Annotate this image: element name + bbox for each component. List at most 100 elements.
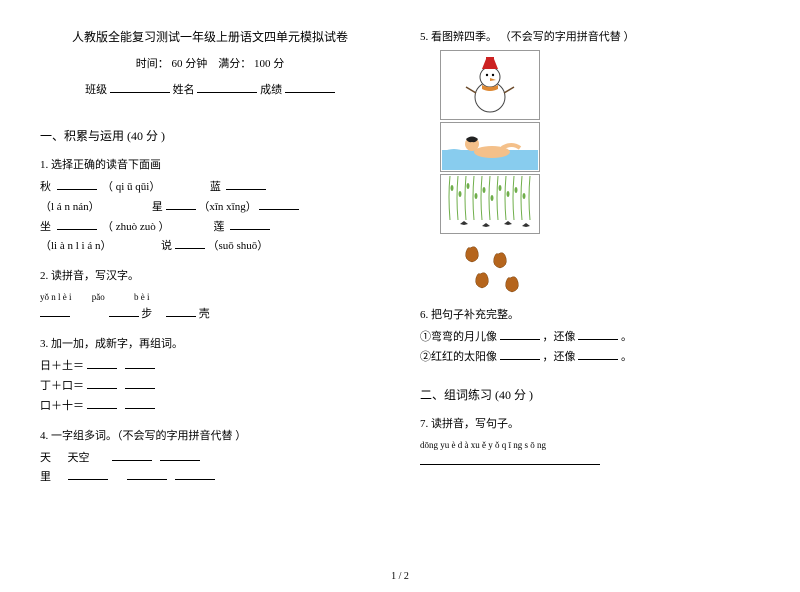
blank[interactable] (125, 377, 155, 389)
grade-blank[interactable] (285, 81, 335, 93)
time-label: 时间： (136, 58, 169, 70)
q2-text: 读拼音，写汉字。 (51, 270, 139, 282)
q5: 5. 看图辨四季。 （不会写的字用拼音代替 ） (420, 28, 760, 44)
blank[interactable] (87, 357, 117, 369)
q4-num: 4. (40, 430, 48, 442)
q4: 4. 一字组多词。（不会写的字用拼音代替 ） (40, 427, 380, 443)
blank[interactable] (109, 305, 139, 317)
q1-r4b: 说 (161, 240, 172, 252)
q2-w1: 步 (141, 308, 152, 320)
q1-r1c: 蓝 (210, 181, 221, 193)
q3-num: 3. (40, 338, 48, 350)
q3: 3. 加一加，成新字，再组词。 (40, 335, 380, 351)
q6: 6. 把句子补充完整。 (420, 306, 760, 322)
season-images (440, 50, 760, 296)
blank[interactable] (166, 198, 196, 210)
q5-text: 看图辨四季。 （不会写的字用拼音代替 ） (431, 31, 635, 43)
page-number: 1 / 2 (0, 571, 800, 582)
q1-row4: （li à n l i á n） 说 （suō shuō） (40, 237, 380, 257)
q6-s1: ①弯弯的月儿像 ，还像 。 (420, 328, 760, 348)
image-summer (440, 122, 540, 172)
q2-p1: yǒ n l è i (40, 292, 72, 302)
name-label: 姓名 (173, 84, 195, 96)
q1: 1. 选择正确的读音下面画 (40, 156, 380, 172)
time-unit: 分钟 (185, 58, 207, 70)
q4-r2: 里 (40, 468, 380, 488)
image-spring (440, 174, 540, 234)
q6-text: 把句子补充完整。 (431, 309, 519, 321)
blank[interactable] (87, 377, 117, 389)
blank[interactable] (68, 468, 108, 480)
blank[interactable] (125, 357, 155, 369)
q4-text: 一字组多词。（不会写的字用拼音代替 ） (51, 430, 246, 442)
leaves-icon (450, 238, 530, 294)
exam-subtitle: 时间： 60 分钟 满分： 100 分 (40, 55, 380, 71)
q2-num: 2. (40, 270, 48, 282)
q7-num: 7. (420, 418, 428, 430)
section-1-heading: 一、积累与运用 (40 分 ) (40, 127, 380, 144)
q1-row1: 秋 （ qi ū qūi） 蓝 (40, 178, 380, 198)
q3-text: 加一加，成新字，再组词。 (51, 338, 183, 350)
blank[interactable] (175, 468, 215, 480)
name-blank[interactable] (197, 81, 257, 93)
blank[interactable] (160, 449, 200, 461)
full-score: 100 (254, 58, 271, 70)
blank[interactable] (40, 305, 70, 317)
blank[interactable] (166, 305, 196, 317)
blank[interactable] (57, 218, 97, 230)
q2-pinyin: yǒ n l è i pǎo b è i (40, 289, 380, 305)
blank[interactable] (578, 328, 618, 340)
q6-s2b: ，还像 (543, 351, 576, 363)
blank[interactable] (230, 218, 270, 230)
willow-icon (442, 176, 538, 232)
grade-label: 成绩 (260, 84, 282, 96)
section-2-heading: 二、组词练习 (40 分 ) (420, 386, 760, 403)
q1-text: 选择正确的读音下面画 (51, 159, 161, 171)
q6-s2c: 。 (621, 351, 632, 363)
blank[interactable] (420, 453, 600, 465)
section-1-points: (40 分 ) (127, 129, 165, 143)
blank[interactable] (57, 178, 97, 190)
class-label: 班级 (85, 84, 107, 96)
blank[interactable] (87, 397, 117, 409)
q1-r3b: （ zhuò zuò ） (102, 221, 170, 233)
blank[interactable] (112, 449, 152, 461)
blank[interactable] (125, 397, 155, 409)
class-blank[interactable] (110, 81, 170, 93)
exam-title: 人教版全能复习测试一年级上册语文四单元模拟试卷 (40, 28, 380, 45)
q6-s1c: 。 (621, 331, 632, 343)
q6-num: 6. (420, 309, 428, 321)
q1-r1a: 秋 (40, 181, 51, 193)
q6-s1a: ①弯弯的月儿像 (420, 331, 497, 343)
q1-r3c: 莲 (214, 221, 225, 233)
blank[interactable] (578, 348, 618, 360)
full-unit: 分 (273, 58, 284, 70)
q3-r3: 口＋十＝ (40, 397, 380, 417)
q2-p2: pǎo (92, 292, 105, 302)
full-label: 满分： (218, 58, 251, 70)
q1-r4a: （li à n l i á n） (40, 240, 112, 252)
fill-line: 班级 姓名 成绩 (40, 81, 380, 97)
q2-p3: b è i (134, 292, 150, 302)
section-2-points: (40 分 ) (495, 388, 533, 402)
blank[interactable] (127, 468, 167, 480)
q7-text: 读拼音，写句子。 (431, 418, 519, 430)
q1-row2: （l á n nán） 星 （xīn xīng） (40, 198, 380, 218)
q1-row3: 坐 （ zhuò zuò ） 莲 (40, 218, 380, 238)
q3-r1-label: 日＋土＝ (40, 360, 84, 372)
image-winter (440, 50, 540, 120)
snowman-icon (460, 53, 520, 117)
image-autumn (440, 236, 540, 296)
blank[interactable] (175, 237, 205, 249)
q6-s2: ②红红的太阳像 ，还像 。 (420, 348, 760, 368)
q1-r1b: （ qi ū qūi） (102, 181, 160, 193)
blank[interactable] (226, 178, 266, 190)
q1-r4c: （suō shuō） (208, 240, 269, 252)
blank[interactable] (259, 198, 299, 210)
q6-s2a: ②红红的太阳像 (420, 351, 497, 363)
blank[interactable] (500, 328, 540, 340)
q1-r2a: （l á n nán） (40, 201, 100, 213)
q6-s1b: ，还像 (543, 331, 576, 343)
q1-r2c: （xīn xīng） (198, 201, 256, 213)
blank[interactable] (500, 348, 540, 360)
